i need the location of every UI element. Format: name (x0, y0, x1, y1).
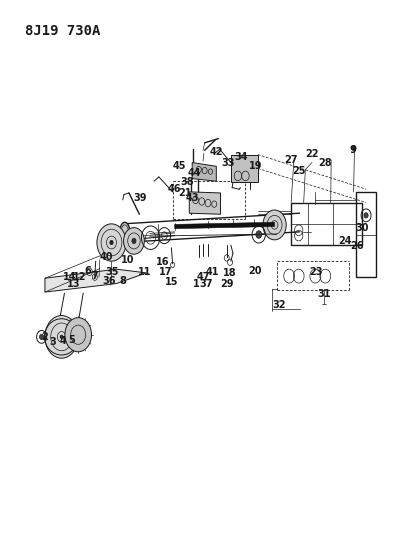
Text: 5: 5 (68, 335, 75, 345)
Circle shape (364, 213, 368, 218)
Text: 18: 18 (223, 268, 236, 278)
Text: 32: 32 (273, 300, 286, 310)
Text: 23: 23 (310, 267, 323, 277)
Text: 12: 12 (73, 272, 87, 282)
Text: 39: 39 (134, 193, 147, 203)
Circle shape (40, 334, 44, 340)
Ellipse shape (120, 222, 130, 244)
Text: 45: 45 (173, 161, 186, 171)
Text: 8J19 730A: 8J19 730A (25, 24, 100, 38)
Text: 42: 42 (210, 147, 223, 157)
Text: 14: 14 (63, 272, 77, 282)
Text: 30: 30 (355, 223, 369, 233)
Polygon shape (175, 222, 275, 229)
Polygon shape (192, 163, 216, 181)
Text: 35: 35 (106, 267, 119, 277)
Circle shape (263, 210, 286, 240)
Circle shape (45, 316, 78, 358)
Text: 44: 44 (188, 168, 201, 178)
Text: 46: 46 (168, 184, 181, 194)
Text: 31: 31 (317, 289, 330, 299)
Text: 33: 33 (221, 158, 235, 167)
Text: 43: 43 (186, 193, 199, 203)
Circle shape (256, 231, 262, 238)
Text: 1: 1 (193, 279, 200, 288)
Text: 37: 37 (199, 279, 213, 288)
Text: 40: 40 (99, 252, 113, 262)
Text: 29: 29 (220, 279, 233, 288)
Text: 20: 20 (248, 266, 261, 276)
Circle shape (132, 238, 136, 244)
Text: 4: 4 (60, 336, 67, 346)
Text: 11: 11 (138, 267, 151, 277)
Text: 6: 6 (85, 266, 92, 276)
Circle shape (60, 335, 63, 338)
Circle shape (352, 146, 356, 151)
Text: 21: 21 (178, 188, 192, 198)
Text: 16: 16 (156, 257, 169, 267)
Text: 24: 24 (339, 236, 352, 246)
Text: 9: 9 (349, 146, 356, 155)
Text: 2: 2 (42, 332, 48, 342)
Text: 15: 15 (165, 278, 178, 287)
Text: 28: 28 (319, 158, 332, 167)
Text: 38: 38 (181, 177, 194, 187)
Text: 27: 27 (285, 155, 298, 165)
Polygon shape (189, 192, 220, 214)
Circle shape (124, 228, 144, 254)
Text: 47: 47 (197, 272, 210, 282)
Polygon shape (45, 269, 146, 292)
Text: 8: 8 (119, 277, 126, 286)
Text: 10: 10 (121, 255, 135, 265)
Text: 17: 17 (159, 267, 172, 277)
Text: 41: 41 (206, 267, 219, 277)
Circle shape (97, 224, 126, 261)
Text: 7: 7 (92, 271, 98, 281)
Polygon shape (231, 155, 258, 182)
Text: 3: 3 (50, 337, 57, 347)
Text: 34: 34 (235, 152, 248, 162)
Text: 25: 25 (292, 166, 305, 175)
Circle shape (110, 240, 113, 245)
Circle shape (65, 318, 92, 352)
Text: 22: 22 (305, 149, 319, 158)
Text: 13: 13 (67, 279, 81, 288)
Text: 19: 19 (249, 161, 262, 171)
Text: 36: 36 (102, 277, 116, 286)
Text: 26: 26 (350, 241, 364, 251)
